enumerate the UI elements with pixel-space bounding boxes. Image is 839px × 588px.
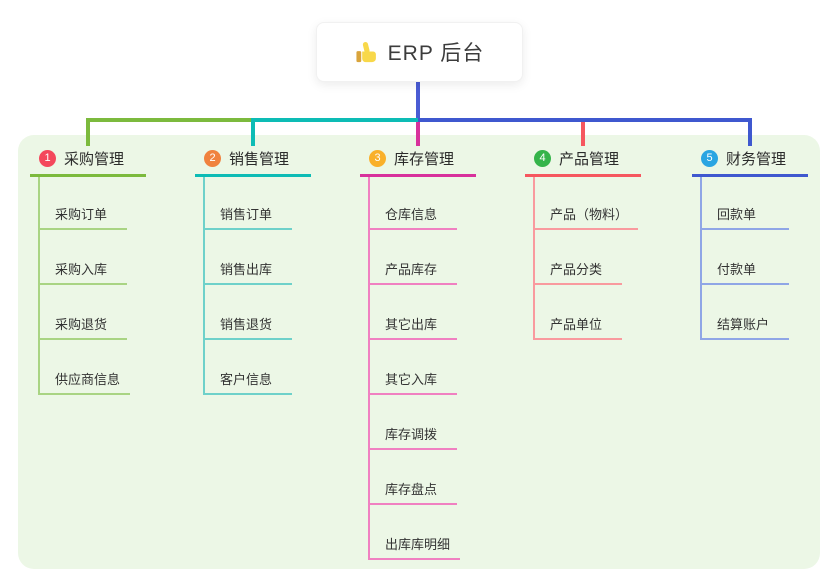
branch-node-sales[interactable]: 2 销售管理 — [204, 147, 289, 169]
child-node[interactable]: 销售出库 — [203, 259, 292, 285]
child-node[interactable]: 采购订单 — [38, 204, 127, 230]
branch-underline — [360, 174, 476, 177]
branch-label: 产品管理 — [559, 150, 620, 168]
child-node[interactable]: 结算账户 — [700, 314, 789, 340]
child-connector-line — [203, 177, 205, 395]
child-node[interactable]: 产品（物料） — [533, 204, 639, 230]
branch-number-badge: 5 — [701, 149, 718, 167]
branch-connector-line — [416, 122, 420, 146]
thumbs-up-icon — [355, 41, 378, 64]
child-connector-line — [700, 177, 702, 340]
child-connector-line — [38, 177, 40, 395]
child-node[interactable]: 采购退货 — [38, 314, 127, 340]
branch-label: 库存管理 — [394, 150, 455, 168]
child-node[interactable]: 销售订单 — [203, 204, 292, 230]
branch-connector-line — [581, 118, 585, 146]
root-node-label: ERP 后台 — [387, 42, 485, 65]
branch-connector-line — [251, 118, 420, 122]
branch-number-badge: 1 — [39, 149, 56, 167]
child-node[interactable]: 其它出库 — [368, 314, 457, 340]
child-node[interactable]: 库存调拨 — [368, 424, 457, 450]
mindmap-panel — [18, 135, 820, 569]
branch-node-finance[interactable]: 5 财务管理 — [701, 147, 786, 169]
branch-number-badge: 3 — [369, 149, 386, 167]
branch-connector-line — [418, 118, 752, 122]
child-node[interactable]: 付款单 — [700, 259, 789, 285]
branch-number-badge: 4 — [534, 149, 551, 167]
child-node[interactable]: 仓库信息 — [368, 204, 457, 230]
branch-underline — [525, 174, 641, 177]
branch-label: 采购管理 — [64, 150, 125, 168]
child-node[interactable]: 产品库存 — [368, 259, 457, 285]
branch-node-product[interactable]: 4 产品管理 — [534, 147, 619, 169]
branch-node-inventory[interactable]: 3 库存管理 — [369, 147, 454, 169]
child-node[interactable]: 库存盘点 — [368, 479, 457, 505]
branch-node-purchase[interactable]: 1 采购管理 — [39, 147, 124, 169]
branch-underline — [195, 174, 311, 177]
root-connector-line — [416, 82, 420, 118]
branch-label: 财务管理 — [726, 150, 787, 168]
child-connector-line — [368, 177, 370, 560]
branch-connector-line — [251, 118, 255, 146]
child-node[interactable]: 产品分类 — [533, 259, 622, 285]
child-node[interactable]: 采购入库 — [38, 259, 127, 285]
child-connector-line — [533, 177, 535, 340]
branch-underline — [692, 174, 808, 177]
branch-connector-line — [748, 118, 752, 146]
root-node-erp[interactable]: ERP 后台 — [316, 22, 523, 82]
child-node[interactable]: 出库库明细 — [368, 534, 461, 560]
branch-underline — [30, 174, 146, 177]
child-node[interactable]: 销售退货 — [203, 314, 292, 340]
branch-connector-line — [86, 118, 90, 146]
child-node[interactable]: 客户信息 — [203, 369, 292, 395]
child-node[interactable]: 其它入库 — [368, 369, 457, 395]
branch-number-badge: 2 — [204, 149, 221, 167]
branch-label: 销售管理 — [229, 150, 290, 168]
child-node[interactable]: 回款单 — [700, 204, 789, 230]
child-node[interactable]: 供应商信息 — [38, 369, 131, 395]
child-node[interactable]: 产品单位 — [533, 314, 622, 340]
